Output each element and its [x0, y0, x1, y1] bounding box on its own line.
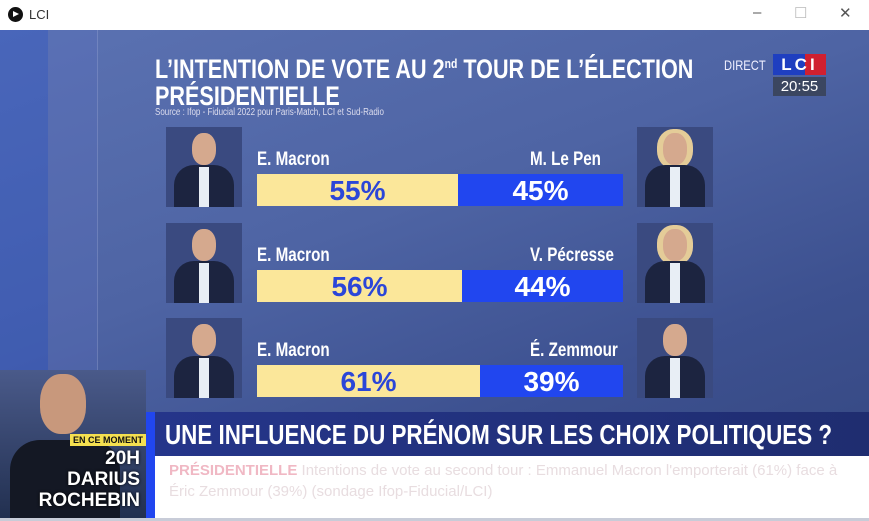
- candidate-name-left: E. Macron: [257, 340, 330, 361]
- candidate-photo-right: [637, 318, 713, 398]
- bar-right: 44%: [462, 270, 623, 302]
- headline: UNE INFLUENCE DU PRÉNOM SUR LES CHOIX PO…: [155, 412, 869, 456]
- minimize-button[interactable]: –: [753, 4, 762, 21]
- live-label: DIRECT: [724, 57, 766, 73]
- bar-left: 55%: [257, 174, 458, 206]
- lci-logo: LCI: [773, 54, 826, 75]
- clock: 20:55: [773, 77, 826, 96]
- close-button[interactable]: ✕: [839, 5, 852, 22]
- play-icon: [8, 7, 23, 22]
- ticker-text: Intentions de vote au second tour : Emma…: [169, 462, 838, 500]
- bar-right: 39%: [480, 365, 623, 397]
- candidate-name-left: E. Macron: [257, 149, 330, 170]
- seek-bar[interactable]: [0, 518, 869, 521]
- candidate-photo-left: [166, 223, 242, 303]
- candidate-name-right: V. Pécresse: [530, 245, 614, 266]
- bar-left: 56%: [257, 270, 462, 302]
- maximize-button[interactable]: ☐: [794, 5, 808, 22]
- window-titlebar: LCI – ☐ ✕: [0, 0, 869, 30]
- video-frame[interactable]: L’INTENTION DE VOTE AU 2nd TOUR DE L’ÉLE…: [0, 30, 869, 518]
- bar-right: 45%: [458, 174, 623, 206]
- news-ticker: PRÉSIDENTIELLE Intentions de vote au sec…: [155, 456, 869, 518]
- ticker-tag: PRÉSIDENTIELLE: [169, 462, 298, 479]
- candidate-name-right: M. Le Pen: [530, 149, 601, 170]
- candidate-photo-left: [166, 127, 242, 207]
- candidate-name-right: É. Zemmour: [530, 340, 618, 361]
- show-name: 20H DARIUS ROCHEBIN: [38, 448, 140, 511]
- candidate-photo-right: [637, 223, 713, 303]
- candidate-photo-left: [166, 318, 242, 398]
- accent-stripe: [146, 412, 155, 518]
- candidate-name-left: E. Macron: [257, 245, 330, 266]
- source-note: Source : Ifop - Fiducial 2022 pour Paris…: [155, 107, 384, 118]
- now-badge: EN CE MOMENT: [70, 434, 147, 446]
- bar-left: 61%: [257, 365, 480, 397]
- graphic-title: L’INTENTION DE VOTE AU 2nd TOUR DE L’ÉLE…: [155, 54, 694, 111]
- candidate-photo-right: [637, 127, 713, 207]
- window-title: LCI: [29, 7, 50, 22]
